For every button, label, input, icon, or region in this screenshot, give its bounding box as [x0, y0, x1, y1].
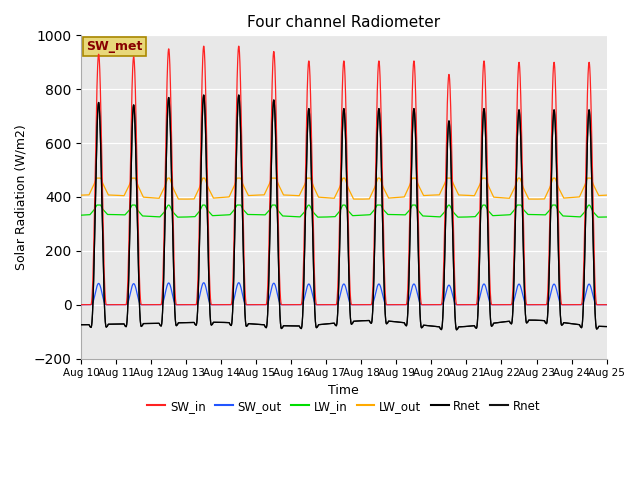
Text: SW_met: SW_met: [86, 40, 143, 53]
Legend: SW_in, SW_out, LW_in, LW_out, Rnet, Rnet: SW_in, SW_out, LW_in, LW_out, Rnet, Rnet: [143, 395, 545, 417]
Title: Four channel Radiometer: Four channel Radiometer: [247, 15, 440, 30]
Y-axis label: Solar Radiation (W/m2): Solar Radiation (W/m2): [15, 124, 28, 270]
X-axis label: Time: Time: [328, 384, 359, 397]
